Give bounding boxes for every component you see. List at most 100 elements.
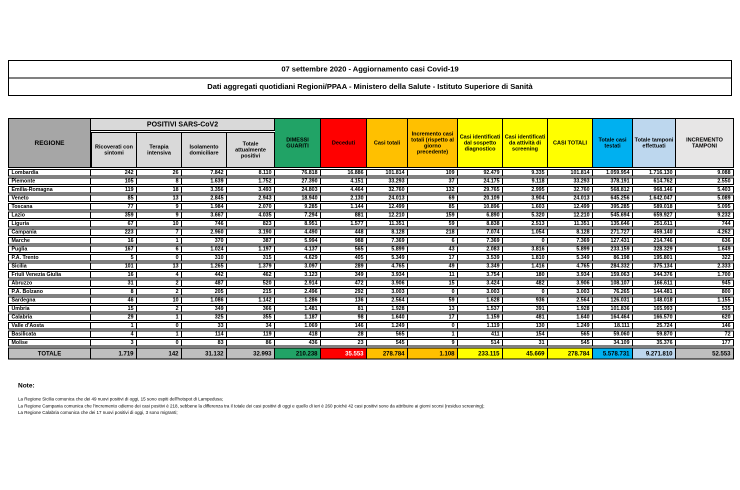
data-cell: 49 [408, 262, 459, 270]
data-cell: 1.984 [182, 203, 227, 211]
data-cell: 2.333 [676, 262, 735, 270]
data-cell: 8.110 [227, 169, 276, 177]
data-cell: 135.646 [593, 220, 634, 228]
data-cell: 9 [408, 339, 459, 347]
data-cell: 86 [227, 339, 276, 347]
data-cell: 565 [367, 330, 409, 338]
data-cell: 29.765 [458, 186, 504, 194]
data-cell: 1.024 [182, 245, 227, 253]
data-cell: 5.349 [548, 254, 594, 262]
data-cell: 411 [458, 330, 504, 338]
data-cell: 46 [91, 296, 137, 304]
data-cell: 0 [408, 322, 459, 330]
table-row: Veneto 85 13 2.845 2.943 18.940 2.130 24.013 69 2… [8, 194, 735, 202]
notes-section: Note: La Regione Sicilia comunica che de… [18, 382, 740, 417]
data-cell: 136 [321, 296, 368, 304]
region-name: Calabria [8, 313, 91, 321]
data-cell: 59.060 [593, 330, 634, 338]
totals-cell: 32.993 [227, 347, 276, 360]
data-cell: 7 [137, 228, 182, 236]
data-cell: 7.369 [548, 237, 594, 245]
data-cell: 945 [676, 279, 735, 287]
data-cell: 1.286 [275, 296, 322, 304]
data-cell: 77 [91, 203, 137, 211]
data-cell: 11.351 [548, 220, 594, 228]
totals-cell: 52.553 [676, 347, 735, 360]
totals-cell: 210.238 [275, 347, 322, 360]
data-cell: 34 [227, 322, 276, 330]
region-name: Puglia [8, 245, 91, 253]
data-cell: 144.481 [633, 288, 677, 296]
data-cell: 35.376 [633, 339, 677, 347]
data-cell: 289 [321, 262, 368, 270]
data-cell: 322 [676, 254, 735, 262]
data-cell: 166.570 [633, 313, 677, 321]
data-cell: 0 [137, 339, 182, 347]
region-name: Marche [8, 237, 91, 245]
report-title: 07 settembre 2020 - Aggiornamento casi C… [8, 60, 732, 79]
region-name: Piemonte [8, 177, 91, 185]
data-cell: 7.369 [458, 237, 504, 245]
data-cell: 16 [91, 271, 137, 279]
data-cell: 1.640 [367, 313, 409, 321]
region-name: Lazio [8, 211, 91, 219]
table-row: Campania 223 7 2.960 3.190 4.490 448 8.128 218 7.… [8, 228, 735, 236]
totals-cell: 1.719 [91, 347, 137, 360]
data-cell: 2 [137, 288, 182, 296]
table-row: Umbria 15 2 349 366 1.481 81 1.928 13 1.537 391 1.9… [8, 305, 735, 313]
data-cell: 109 [408, 169, 459, 177]
data-cell: 164.464 [593, 313, 634, 321]
data-cell: 3.003 [548, 288, 594, 296]
data-cell: 251.611 [633, 220, 677, 228]
data-cell: 0 [137, 254, 182, 262]
data-cell: 5.095 [676, 203, 735, 211]
data-cell: 85 [91, 194, 137, 202]
table-header: REGIONE POSITIVI SARS-CoV2 DIMESSI GUARI… [8, 118, 735, 168]
region-name: Veneto [8, 194, 91, 202]
data-cell: 3.934 [367, 271, 409, 279]
data-cell: 328.329 [633, 245, 677, 253]
data-cell: 1.142 [227, 296, 276, 304]
data-cell: 3.003 [458, 288, 504, 296]
data-cell: 1.265 [182, 262, 227, 270]
data-cell: 33.293 [548, 177, 594, 185]
data-cell: 9 [137, 211, 182, 219]
data-cell: 215 [227, 288, 276, 296]
data-cell: 9.335 [503, 169, 549, 177]
data-cell: 2.845 [182, 194, 227, 202]
data-cell: 8.128 [548, 228, 594, 236]
data-cell: 3.356 [182, 186, 227, 194]
totals-row: TOTALE 1.719 142 31.132 32.993 210.238 35.553 2… [8, 347, 735, 360]
data-cell: 7.842 [182, 169, 227, 177]
totals-cell: 9.271.810 [633, 347, 677, 360]
data-cell: 2.943 [227, 194, 276, 202]
region-name: Campania [8, 228, 91, 236]
data-cell: 614.762 [633, 177, 677, 185]
report-subtitle: Dati aggregati quotidiani Regioni/PPAA -… [8, 77, 732, 96]
notes-list: La Regione Sicilia comunica che dei 49 n… [18, 396, 740, 416]
data-cell: 205 [182, 288, 227, 296]
table-row: Toscana 77 9 1.984 2.070 9.285 1.144 12.499 85 10… [8, 203, 735, 211]
region-name: Toscana [8, 203, 91, 211]
data-cell: 418 [275, 330, 322, 338]
data-cell: 5.349 [367, 254, 409, 262]
data-cell: 10 [137, 296, 182, 304]
data-cell: 13 [137, 194, 182, 202]
data-cell: 1.642.047 [633, 194, 677, 202]
data-cell: 4.765 [367, 262, 409, 270]
data-cell: 1.155 [676, 296, 735, 304]
col-header-totale-tamponi: Totale tamponi effettuati [633, 118, 677, 168]
data-cell: 24.175 [458, 177, 504, 185]
data-cell: 4.464 [321, 186, 368, 194]
data-cell: 3.906 [367, 279, 409, 287]
data-cell: 242 [91, 169, 137, 177]
page: 07 settembre 2020 - Aggiornamento casi C… [0, 60, 740, 490]
data-cell: 32.760 [548, 186, 594, 194]
col-header-regione: REGIONE [8, 118, 91, 168]
data-cell: 20.109 [458, 194, 504, 202]
data-cell: 5 [91, 254, 137, 262]
data-cell: 1.928 [367, 305, 409, 313]
data-cell: 284.332 [593, 262, 634, 270]
table-row: Emilia-Romagna 119 18 3.356 3.493 24.803 4.464… [8, 186, 735, 194]
data-cell: 28 [321, 330, 368, 338]
